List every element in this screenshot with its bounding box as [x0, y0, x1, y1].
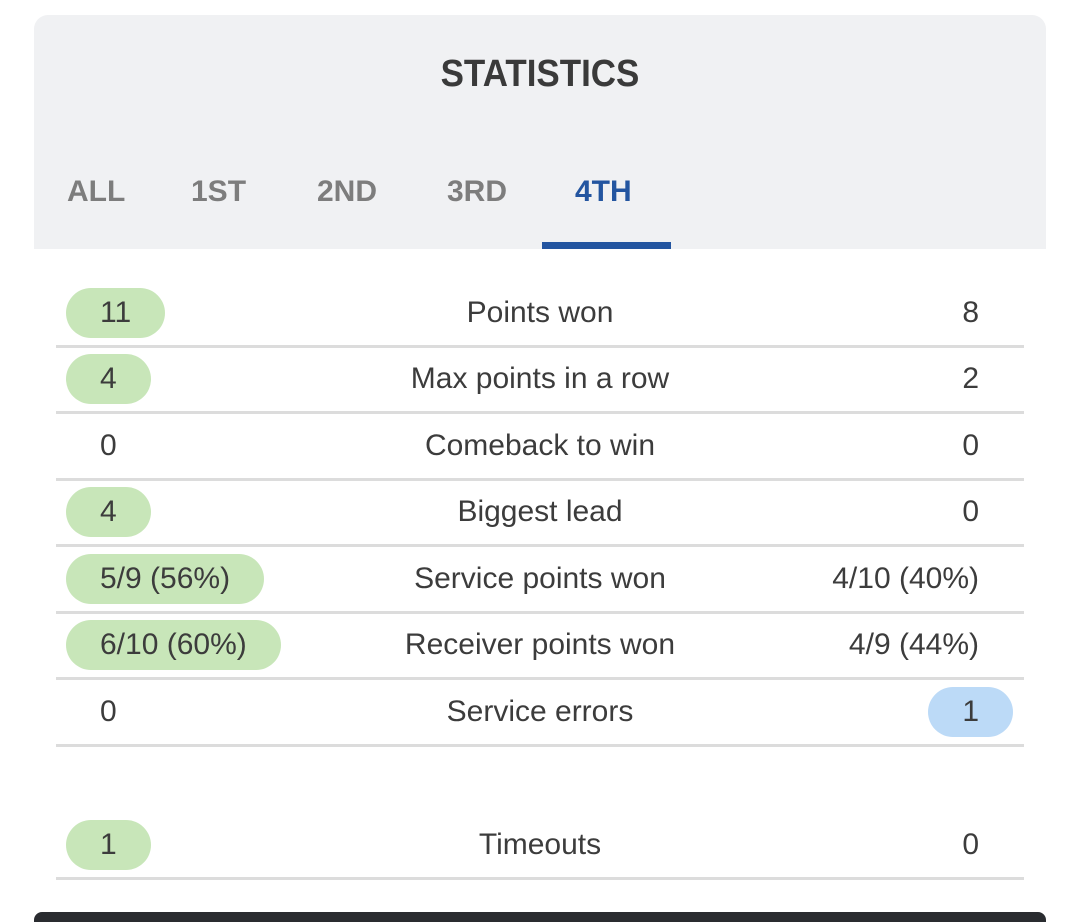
stat-label: Comeback to win [424, 429, 656, 462]
tab-4th[interactable]: 4TH [575, 175, 632, 208]
tab-2nd[interactable]: 2ND [317, 175, 378, 208]
away-value: 4/9 (44%) [848, 628, 979, 661]
stat-row: 1 Timeouts 0 [56, 814, 1024, 880]
stat-row: 6/10 (60%) Receiver points won 4/9 (44%) [56, 614, 1024, 680]
stat-row: 0 Service errors 1 [56, 681, 1024, 747]
home-value: 1 [66, 820, 151, 870]
home-value: 0 [100, 429, 117, 462]
home-value: 4 [66, 354, 151, 404]
stat-label: Biggest lead [457, 495, 623, 528]
away-value: 1 [928, 687, 1013, 737]
tab-1st[interactable]: 1ST [191, 175, 247, 208]
away-value: 0 [962, 828, 979, 861]
page-title: STATISTICS [440, 53, 640, 95]
statistics-header: STATISTICS ALL 1ST 2ND 3RD 4TH [34, 15, 1046, 249]
stat-row: 4 Max points in a row 2 [56, 348, 1024, 414]
stat-label: Max points in a row [410, 362, 670, 395]
stat-row: 4 Biggest lead 0 [56, 481, 1024, 547]
stat-row: 5/9 (56%) Service points won 4/10 (40%) [56, 548, 1024, 614]
home-value: 6/10 (60%) [66, 620, 281, 670]
stat-label: Points won [466, 296, 614, 329]
away-value: 8 [962, 296, 979, 329]
away-value: 4/10 (40%) [832, 562, 979, 595]
tab-all[interactable]: ALL [67, 175, 126, 208]
away-value: 0 [962, 429, 979, 462]
stat-label: Receiver points won [404, 628, 676, 661]
home-value: 0 [100, 695, 117, 728]
tab-3rd[interactable]: 3RD [447, 175, 508, 208]
stat-label: Service errors [446, 695, 634, 728]
home-value: 5/9 (56%) [66, 554, 265, 604]
stat-row: 0 Comeback to win 0 [56, 415, 1024, 481]
home-value: 11 [66, 288, 166, 338]
bottom-bar [34, 912, 1046, 922]
home-value: 4 [66, 487, 151, 537]
active-tab-indicator [542, 242, 671, 249]
stat-label: Timeouts [478, 828, 602, 861]
stat-row: 11 Points won 8 [56, 282, 1024, 348]
away-value: 2 [962, 362, 979, 395]
away-value: 0 [962, 495, 979, 528]
stat-label: Service points won [414, 562, 666, 595]
